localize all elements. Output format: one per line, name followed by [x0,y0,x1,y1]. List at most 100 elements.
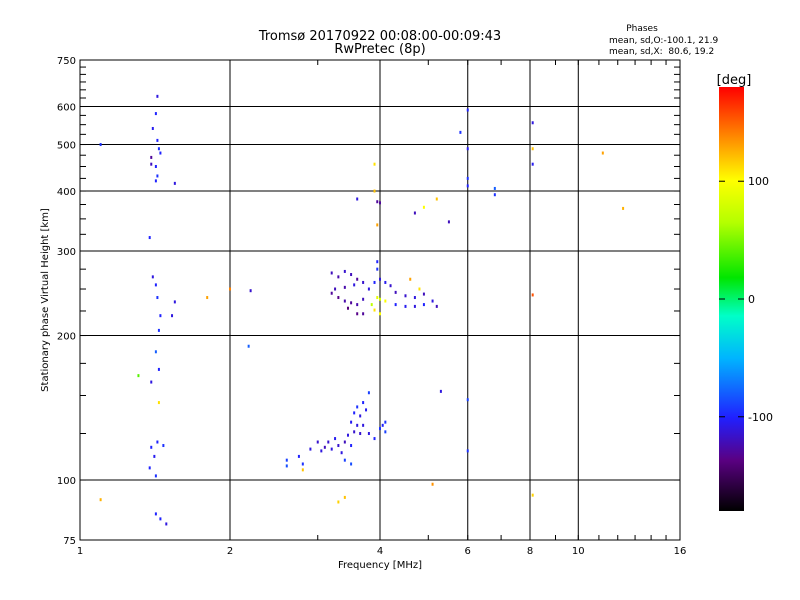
data-point [439,389,442,393]
data-point [148,236,151,240]
data-point [356,312,359,316]
data-point [466,147,469,151]
data-point [365,408,368,412]
data-point [285,458,288,462]
data-point [422,292,425,296]
data-point [157,367,160,371]
data-point [356,405,359,409]
data-point [154,112,157,116]
data-point [340,451,343,455]
data-point [466,449,469,453]
data-point [409,277,412,281]
data-point [493,193,496,197]
data-point [297,454,300,458]
x-tick-label: 6 [465,546,471,557]
plot-grid [80,60,680,540]
data-point [376,223,379,227]
data-point [151,126,154,130]
data-point [373,437,376,441]
data-point [384,420,387,424]
y-tick-label: 400 [57,187,76,198]
data-point [229,287,231,291]
data-point [447,220,450,224]
data-point [301,462,304,466]
data-point [343,440,346,444]
data-point [350,444,353,448]
x-tick-label: 8 [527,546,533,557]
phases-title: Phases [626,24,658,34]
data-point [384,430,387,434]
data-point [157,328,160,332]
data-point [323,445,326,449]
data-point [150,162,153,166]
data-point [356,303,359,307]
data-point [362,423,365,427]
data-point [531,293,534,297]
y-tick-label: 100 [57,476,76,487]
data-point [151,275,154,279]
data-point [493,186,496,190]
data-point [376,296,379,300]
data-point [359,432,362,436]
data-point [350,420,353,424]
data-point [159,314,162,318]
data-point [154,512,157,516]
data-point [353,411,356,415]
data-point [373,308,376,312]
data-point [148,466,151,470]
data-point [343,269,346,273]
data-point [376,200,379,204]
data-point [362,401,365,405]
y-tick-label: 300 [57,247,76,258]
data-point [394,303,397,307]
data-point [359,414,362,418]
data-point [334,287,337,291]
colorbar-label: [deg] [717,73,752,88]
data-point [334,437,337,441]
data-point [373,189,376,193]
y-axis-label: Stationary phase Virtual Height [km] [40,208,51,392]
data-point [171,314,174,318]
data-point [159,151,162,155]
data-point [154,474,157,478]
data-point [418,287,421,291]
y-tick-label: 200 [57,332,76,343]
data-point [337,444,340,448]
data-point [343,458,346,462]
data-point [150,380,153,384]
data-point [422,205,425,209]
data-point [466,398,469,402]
phases-o-stats: mean, sd,O:-100.1, 21.9 [609,36,719,46]
x-tick-label: 4 [377,546,383,557]
data-point [99,498,102,502]
data-point [466,176,469,180]
data-point [384,299,387,303]
chart-title: Tromsø 20170922 00:08:00-00:09:43 [258,29,501,44]
data-point [376,260,379,264]
data-point [150,445,153,449]
data-point [153,454,156,458]
y-tick-label: 500 [57,141,76,152]
data-point [330,447,333,451]
data-point [422,303,425,307]
data-point [379,201,381,205]
data-point [389,284,392,288]
data-point [154,350,157,354]
data-point [353,283,356,287]
data-point [157,147,160,151]
x-tick-label: 16 [674,546,687,557]
data-point [346,433,349,437]
data-point [154,283,157,287]
data-point [330,271,333,275]
data-point [431,299,434,303]
data-point [343,285,346,289]
data-point [285,464,288,468]
data-point [316,440,319,444]
data-point [337,275,340,279]
data-point [327,440,330,444]
data-point [150,155,153,159]
data-point [330,291,333,295]
data-point [362,297,365,301]
data-point [381,423,384,427]
data-point [337,296,340,300]
